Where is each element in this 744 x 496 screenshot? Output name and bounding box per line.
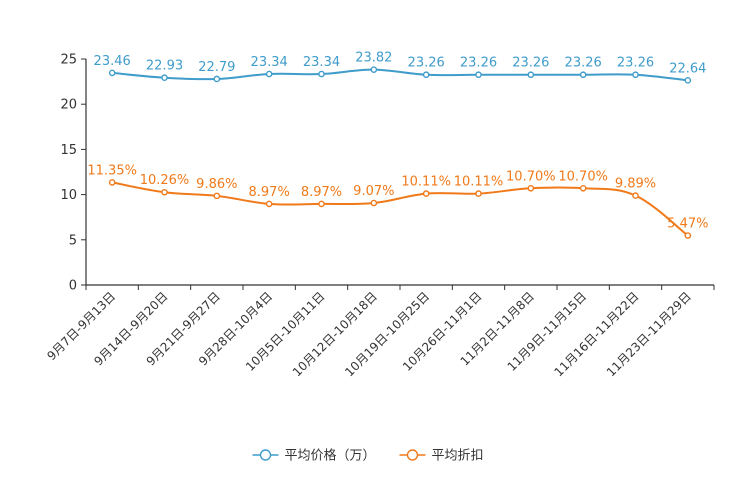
data-label: 11.35% <box>87 163 137 178</box>
data-labels: 23.46 22.93 22.79 23.34 23.34 23.82 23.26 23.26… <box>87 51 708 232</box>
legend-label: 平均折扣 <box>432 449 484 464</box>
data-label: 10.70% <box>558 169 608 184</box>
data-label: 8.97% <box>301 185 342 200</box>
data-label: 10.11% <box>454 175 504 190</box>
data-point <box>422 190 430 197</box>
data-label: 22.64 <box>669 61 706 76</box>
data-point <box>475 71 482 79</box>
data-point <box>161 74 168 82</box>
data-label: 23.26 <box>565 56 602 71</box>
data-label: 9.89% <box>615 177 656 192</box>
data-label: 8.97% <box>249 185 290 200</box>
data-label: 22.93 <box>146 59 183 74</box>
data-point <box>108 179 116 186</box>
data-point <box>213 192 221 200</box>
y-tick-label: 0 <box>69 279 77 294</box>
data-label: 23.26 <box>617 56 654 71</box>
series-line-1 <box>112 68 688 82</box>
data-point <box>579 71 587 79</box>
data-label: 23.26 <box>460 56 497 71</box>
data-point <box>527 184 535 192</box>
y-tick-label: 10 <box>60 188 77 203</box>
data-label: 9.86% <box>196 177 237 192</box>
data-point <box>632 192 639 199</box>
data-point <box>684 77 692 84</box>
data-label: 22.79 <box>198 60 235 75</box>
data-point <box>579 184 587 192</box>
legend-label: 平均价格（万） <box>285 448 376 464</box>
y-tick-label: 5 <box>69 233 77 248</box>
data-point <box>475 190 482 197</box>
data-point <box>265 200 273 208</box>
data-point <box>318 200 325 208</box>
data-label: 23.26 <box>408 56 445 71</box>
data-point <box>161 188 168 196</box>
legend-marker-icon <box>259 449 272 461</box>
data-point <box>318 70 325 78</box>
legend-item-2[interactable]: 平均折扣 <box>399 449 484 464</box>
y-tick-label: 20 <box>60 98 77 113</box>
y-tick-label: 15 <box>60 143 77 158</box>
data-label: 23.26 <box>512 56 549 71</box>
data-point <box>108 69 116 77</box>
data-point <box>684 232 692 239</box>
data-point <box>527 71 535 79</box>
data-point <box>370 66 378 73</box>
data-point <box>632 71 639 79</box>
data-label: 10.11% <box>401 175 451 190</box>
data-label: 10.26% <box>140 173 190 188</box>
data-point <box>422 71 430 79</box>
data-point <box>213 75 221 83</box>
data-label: 23.34 <box>303 55 340 70</box>
data-label: 5.47% <box>667 217 708 232</box>
data-label: 23.82 <box>355 51 392 66</box>
legend-item-1[interactable]: 平均价格（万） <box>252 448 376 464</box>
series-line-2 <box>111 181 689 237</box>
data-point <box>370 199 378 207</box>
data-label: 9.07% <box>353 184 394 199</box>
series-layer <box>108 66 692 239</box>
data-label: 23.34 <box>251 55 288 70</box>
data-point <box>265 70 273 78</box>
data-label: 10.70% <box>506 169 556 184</box>
axes: 05101520259月7日-9月13日9月14日-9月20日9月21日-9月2… <box>44 53 715 379</box>
legend-marker-icon <box>406 449 419 461</box>
data-label: 23.46 <box>94 54 131 69</box>
legend[interactable]: 平均价格（万） 平均折扣 <box>252 448 484 464</box>
y-tick-label: 25 <box>60 53 77 68</box>
